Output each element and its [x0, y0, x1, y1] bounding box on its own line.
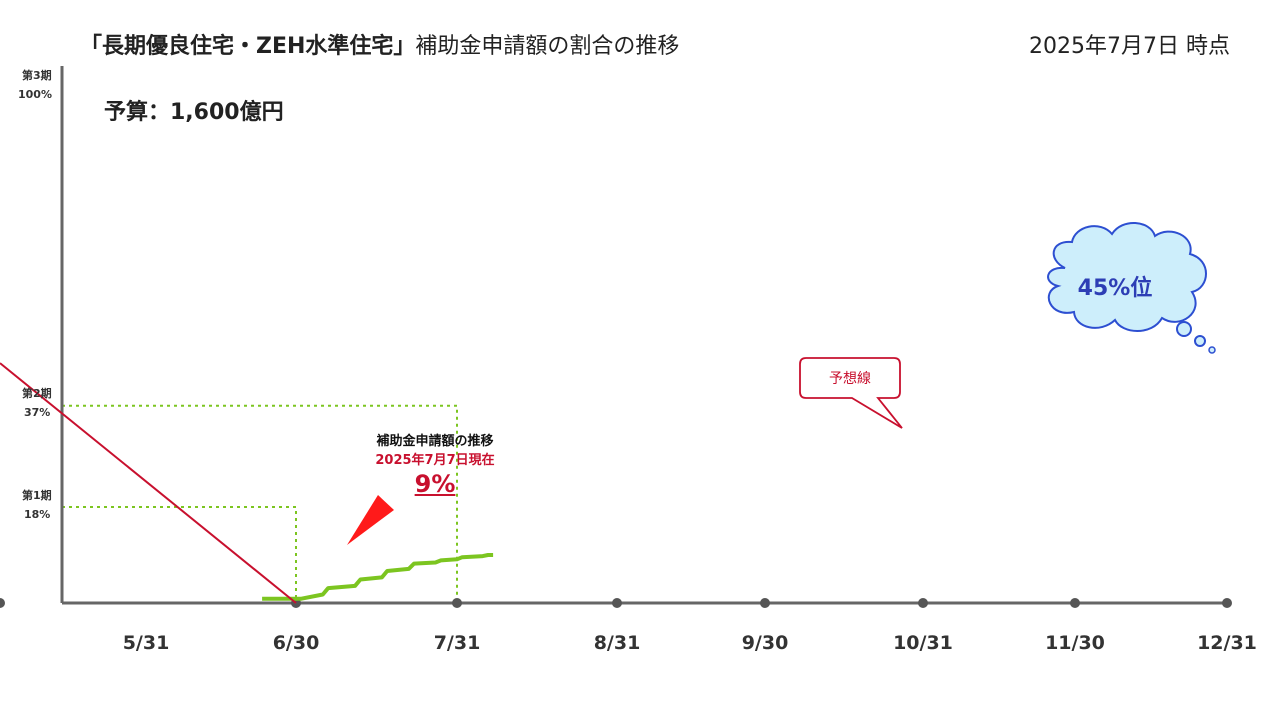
cloud-tail-circle [1208, 346, 1216, 354]
forecast-callout-box [799, 357, 903, 429]
phase3-percent-label: 100% [18, 88, 52, 101]
phase1-percent-label: 18% [24, 508, 51, 521]
cloud-tail-circle [1194, 335, 1206, 347]
annotation-date: 2025年7月7日現在 [375, 453, 495, 468]
x-tick-label: 10/31 [893, 632, 953, 654]
as-of-date: 2025年7月7日 時点 [1029, 34, 1230, 59]
annotation-value: 9% [414, 470, 456, 498]
phase-1-boundary [62, 506, 297, 603]
chart-title-main: 「長期優良住宅・ZEH水準住宅」 [80, 34, 416, 59]
x-tick-label: 7/31 [433, 632, 481, 654]
x-axis-tick-dot [1222, 598, 1232, 608]
phase3-name-label: 第3期 [22, 69, 52, 82]
x-tick-label: 11/30 [1045, 632, 1105, 654]
cloud-tail-circle [1176, 321, 1192, 337]
x-axis-tick-dot [452, 598, 462, 608]
phase1-name-label: 第1期 [22, 489, 52, 502]
current-status-annotation: 補助金申請額の推移 2025年7月7日現在 9% [340, 430, 530, 498]
x-tick-label: 8/31 [593, 632, 641, 654]
forecast-line [0, 362, 297, 604]
annotation-title: 補助金申請額の推移 [376, 434, 494, 449]
phase2-name-label: 第2期 [22, 387, 52, 400]
x-axis-tick-dot [760, 598, 770, 608]
forecast-callout-label: 予想線 [829, 371, 871, 387]
x-tick-label: 5/31 [122, 632, 170, 654]
actual-applications-line [262, 553, 494, 601]
x-axis-tick-dot [612, 598, 622, 608]
forecast-cloud-bubble [1047, 222, 1207, 332]
x-tick-label: 6/30 [272, 632, 320, 654]
chart-title: 「長期優良住宅・ZEH水準住宅」補助金申請額の割合の推移 [80, 28, 679, 60]
chart-title-sub: 補助金申請額の割合の推移 [415, 34, 680, 59]
budget-label: 予算：1,600億円 [104, 100, 284, 125]
phase2-percent-label: 37% [24, 406, 51, 419]
forecast-cloud-label: 45%位 [1077, 276, 1153, 301]
x-tick-label: 9/30 [741, 632, 789, 654]
x-axis-tick-dot [0, 598, 5, 608]
x-tick-label: 12/31 [1197, 632, 1257, 654]
pointer-triangle [347, 495, 394, 545]
phase-2-boundary [62, 404, 458, 603]
x-axis-tick-dot [918, 598, 928, 608]
x-axis-tick-dot [1070, 598, 1080, 608]
